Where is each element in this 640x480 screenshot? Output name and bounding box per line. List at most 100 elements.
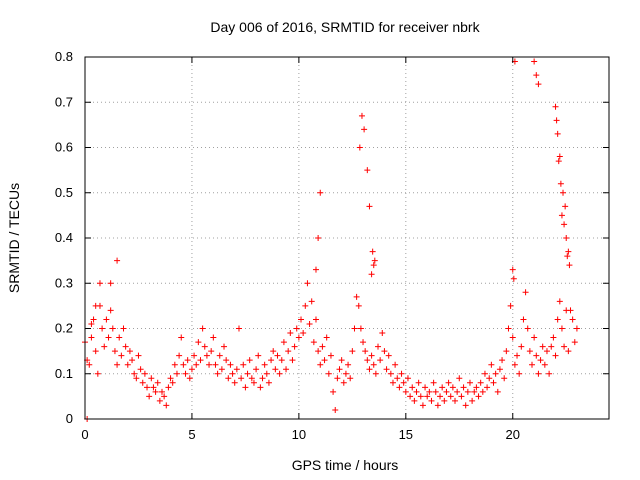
data-point	[362, 348, 369, 355]
data-point	[178, 334, 185, 341]
data-point	[458, 393, 465, 400]
data-point	[312, 266, 319, 273]
data-point	[227, 361, 234, 368]
data-point	[114, 361, 121, 368]
data-point	[573, 325, 580, 332]
y-tick-label: 0	[66, 411, 73, 426]
data-point	[92, 348, 99, 355]
data-point	[193, 361, 200, 368]
data-point	[206, 361, 213, 368]
data-point	[501, 375, 508, 382]
data-point	[353, 293, 360, 300]
data-point	[109, 325, 116, 332]
data-point	[116, 334, 123, 341]
data-point	[561, 221, 568, 228]
data-point	[454, 388, 461, 395]
data-point	[349, 348, 356, 355]
data-point	[552, 103, 559, 110]
data-point	[569, 316, 576, 323]
data-point	[347, 375, 354, 382]
data-point	[201, 343, 208, 350]
x-tick-label: 0	[81, 427, 88, 442]
data-point	[520, 316, 527, 323]
data-point	[571, 339, 578, 346]
data-point	[330, 388, 337, 395]
data-point	[492, 370, 499, 377]
data-point	[415, 379, 422, 386]
x-tick-label: 15	[399, 427, 413, 442]
grid-lines	[85, 57, 609, 419]
data-point	[86, 361, 93, 368]
data-point	[564, 253, 571, 260]
data-point	[361, 126, 368, 133]
data-point	[518, 343, 525, 350]
data-point	[548, 343, 555, 350]
data-point	[287, 330, 294, 337]
data-point	[537, 357, 544, 364]
data-point	[308, 298, 315, 305]
data-point	[255, 352, 262, 359]
data-point	[368, 352, 375, 359]
data-point	[522, 289, 529, 296]
data-point	[509, 334, 516, 341]
data-point	[417, 393, 424, 400]
data-point	[449, 384, 456, 391]
data-point	[407, 393, 414, 400]
data-point	[379, 330, 386, 337]
data-point	[182, 370, 189, 377]
y-tick-label: 0.5	[55, 185, 73, 200]
data-point	[419, 402, 426, 409]
data-point	[469, 397, 476, 404]
data-point	[490, 379, 497, 386]
data-point	[229, 370, 236, 377]
data-point	[509, 266, 516, 273]
data-point	[300, 330, 307, 337]
data-point	[161, 393, 168, 400]
data-point	[471, 388, 478, 395]
data-point	[567, 307, 574, 314]
data-point	[550, 334, 557, 341]
data-point	[253, 366, 260, 373]
data-point	[565, 348, 572, 355]
data-point	[291, 343, 298, 350]
data-point	[557, 180, 564, 187]
data-point	[364, 357, 371, 364]
data-point	[306, 320, 313, 327]
data-point	[533, 352, 540, 359]
data-point	[158, 388, 165, 395]
data-point	[400, 379, 407, 386]
data-point	[554, 130, 561, 137]
data-point	[124, 361, 131, 368]
data-point	[511, 361, 518, 368]
data-point	[96, 280, 103, 287]
data-point	[475, 393, 482, 400]
data-point	[524, 325, 531, 332]
data-point	[268, 357, 275, 364]
data-point	[351, 325, 358, 332]
data-point	[428, 397, 435, 404]
data-point	[364, 167, 371, 174]
data-point	[231, 379, 238, 386]
data-point	[460, 384, 467, 391]
data-point	[184, 357, 191, 364]
data-point	[464, 388, 471, 395]
data-point	[345, 361, 352, 368]
data-point	[141, 370, 148, 377]
data-point	[514, 352, 521, 359]
data-point	[199, 325, 206, 332]
data-point	[248, 375, 255, 382]
data-point	[150, 384, 157, 391]
data-point	[120, 325, 127, 332]
data-point	[173, 370, 180, 377]
data-point	[494, 388, 501, 395]
data-point	[402, 388, 409, 395]
data-point	[131, 370, 138, 377]
data-point	[88, 320, 95, 327]
data-point	[304, 280, 311, 287]
data-point	[441, 397, 448, 404]
data-point	[356, 144, 363, 151]
data-point	[447, 393, 454, 400]
data-point	[375, 343, 382, 350]
data-point	[242, 384, 249, 391]
data-point	[250, 379, 257, 386]
